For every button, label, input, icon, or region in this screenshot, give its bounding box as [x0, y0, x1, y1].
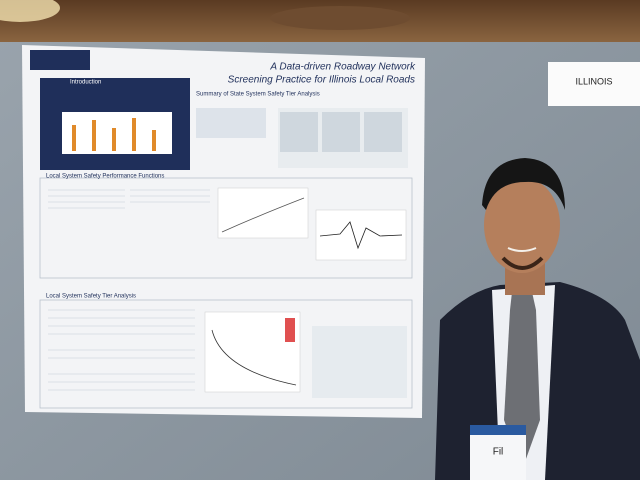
spf-chart	[217, 187, 309, 239]
logo-block	[30, 50, 90, 70]
section-heading: Summary of State System Safety Tier Anal…	[196, 92, 320, 98]
section-heading: Introduction	[70, 80, 101, 86]
diagram	[196, 108, 266, 138]
beard	[501, 256, 544, 270]
face	[484, 177, 560, 273]
section-heading: Local System Safety Tier Analysis	[46, 294, 136, 300]
sign-text: ILLINOIS	[575, 76, 612, 86]
tier-chart	[204, 311, 301, 393]
section-frame	[39, 299, 413, 409]
illinois-map	[312, 326, 407, 398]
badge-name: Fil	[493, 447, 504, 458]
poster-title: A Data-driven Roadway Network	[269, 62, 416, 73]
section-heading: Local System Safety Performance Function…	[46, 174, 164, 180]
sign	[548, 62, 640, 106]
light-glare	[0, 0, 60, 22]
section-frame	[39, 177, 413, 279]
bars	[72, 118, 156, 151]
hair	[482, 158, 565, 210]
ornament	[270, 6, 410, 30]
poster-title: Screening Practice for Illinois Local Ro…	[228, 75, 415, 86]
smile	[507, 247, 537, 252]
text-lines	[48, 189, 210, 391]
